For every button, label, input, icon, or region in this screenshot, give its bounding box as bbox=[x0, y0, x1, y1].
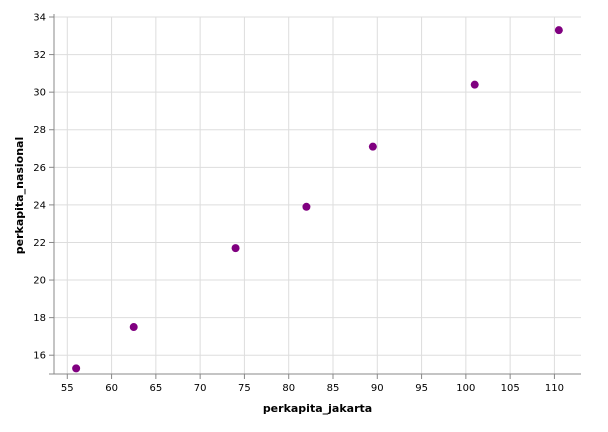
y-tick-label: 18 bbox=[33, 313, 46, 324]
data-point bbox=[368, 142, 377, 151]
y-tick-label: 24 bbox=[33, 200, 46, 211]
data-point bbox=[554, 26, 563, 35]
x-tick-label: 65 bbox=[149, 383, 162, 394]
data-point bbox=[302, 202, 311, 211]
data-point bbox=[72, 364, 81, 373]
data-point bbox=[231, 244, 240, 253]
x-tick-label: 110 bbox=[545, 383, 564, 394]
y-tick-label: 16 bbox=[33, 351, 46, 362]
x-tick-label: 95 bbox=[415, 383, 428, 394]
x-tick-label: 80 bbox=[282, 383, 295, 394]
data-point bbox=[129, 323, 138, 332]
x-tick-label: 100 bbox=[456, 383, 475, 394]
x-tick-label: 90 bbox=[371, 383, 384, 394]
data-point bbox=[470, 80, 479, 89]
y-tick-label: 26 bbox=[33, 163, 46, 174]
y-tick-label: 28 bbox=[33, 125, 46, 136]
y-tick-label: 34 bbox=[33, 13, 46, 24]
x-tick-label: 60 bbox=[105, 383, 118, 394]
y-tick-label: 30 bbox=[33, 88, 46, 99]
x-tick-label: 85 bbox=[327, 383, 340, 394]
axes bbox=[49, 14, 581, 375]
y-tick-label: 32 bbox=[33, 50, 46, 61]
y-tick-label: 20 bbox=[33, 276, 46, 287]
data-points bbox=[72, 26, 563, 373]
y-tick-label: 22 bbox=[33, 238, 46, 249]
x-tick-label: 105 bbox=[501, 383, 520, 394]
x-tick-label: 75 bbox=[238, 383, 251, 394]
x-axis-title: perkapita_jakarta bbox=[263, 402, 372, 415]
grid bbox=[54, 16, 581, 374]
ticks: 55 60 65 70 75 80 85 90 95 100 105 110 16 18 20 22 24 26 2… bbox=[33, 13, 564, 395]
x-tick-label: 55 bbox=[61, 383, 74, 394]
y-axis-title: perkapita_nasional bbox=[13, 137, 26, 254]
x-tick-label: 70 bbox=[194, 383, 207, 394]
